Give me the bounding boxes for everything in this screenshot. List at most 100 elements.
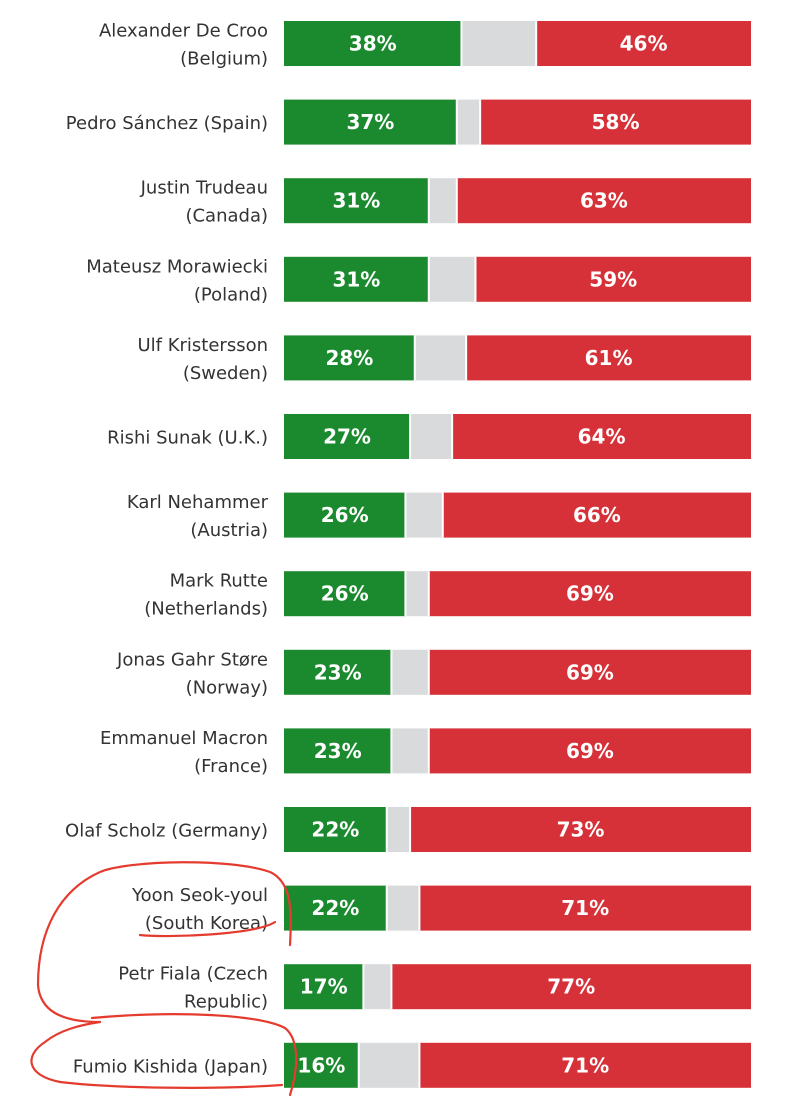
annotation-circle-japan (30, 1013, 298, 1097)
value-label-approve: 31% (332, 267, 380, 291)
bar-separator (455, 99, 458, 145)
value-label-approve: 16% (297, 1053, 345, 1077)
value-label-disapprove: 64% (578, 425, 626, 449)
leader-name: Fumio Kishida (Japan) (73, 1056, 268, 1077)
leader-country: (Canada) (185, 206, 268, 227)
bar-separator (451, 414, 454, 459)
bar-row: 17% 77% Petr Fiala (Czech Republic) (118, 964, 751, 1013)
bar-disapprove (442, 492, 751, 538)
bar-separator (404, 571, 407, 617)
leader-country: Republic) (184, 992, 268, 1013)
bar-approve (284, 414, 411, 459)
bar-row: 27% 64% Rishi Sunak (U.K.) (107, 414, 751, 459)
bar-approve (284, 728, 392, 774)
bar-approve (284, 256, 429, 302)
bar-separator (390, 728, 393, 774)
value-label-disapprove: 63% (580, 189, 628, 213)
value-label-disapprove: 77% (547, 975, 595, 999)
leader-name: Justin Trudeau (140, 178, 268, 199)
bar-separator (362, 964, 365, 1010)
value-label-disapprove: 71% (561, 1053, 609, 1077)
bar-row: 16% 71% Fumio Kishida (Japan) (73, 1042, 751, 1088)
value-label-disapprove: 69% (566, 660, 614, 684)
leader-country: (Belgium) (180, 49, 268, 70)
leader-country: (Sweden) (183, 363, 268, 384)
bar-separator (474, 256, 477, 302)
bar-disapprove (428, 649, 751, 695)
bar-approve (284, 21, 462, 66)
leader-country: (Norway) (186, 677, 268, 698)
bar-row: 26% 66% Karl Nehammer (Austria) (127, 492, 751, 541)
value-label-disapprove: 69% (566, 582, 614, 606)
value-label-approve: 22% (311, 896, 359, 920)
bar-separator (418, 885, 421, 931)
bar-separator (441, 492, 444, 538)
bar-separator (409, 807, 412, 852)
bar-separator (455, 178, 458, 224)
bar-approve (284, 885, 387, 931)
bar-disapprove (410, 807, 751, 852)
bar-row: 38% 46% Alexander De Croo (Belgium) (99, 21, 751, 70)
bar-separator (465, 335, 468, 381)
value-label-disapprove: 59% (589, 267, 637, 291)
leader-country: (Poland) (194, 284, 268, 305)
bar-unsure (410, 414, 453, 459)
leader-name: Jonas Gahr Støre (116, 649, 268, 670)
bar-separator (413, 335, 416, 381)
bar-unsure (405, 492, 443, 538)
annotation-circle-south-korea (36, 861, 292, 1024)
bar-separator (390, 964, 393, 1010)
bar-approve (284, 571, 406, 617)
bar-approve (284, 649, 392, 695)
value-label-approve: 37% (346, 110, 394, 134)
bar-unsure (386, 807, 411, 852)
bar-separator (390, 649, 393, 695)
bar-separator (357, 1042, 360, 1088)
bar-separator (427, 571, 430, 617)
bar-separator (404, 492, 407, 538)
leader-name: Emmanuel Macron (100, 728, 268, 749)
bar-row: 26% 69% Mark Rutte (Netherlands) (144, 571, 751, 620)
value-label-approve: 23% (314, 739, 362, 763)
bar-disapprove (391, 964, 751, 1010)
bar-row: 23% 69% Emmanuel Macron (France) (100, 728, 751, 777)
bar-disapprove (419, 1042, 751, 1088)
bar-row: 28% 61% Ulf Kristersson (Sweden) (137, 335, 751, 384)
leader-country: (Netherlands) (144, 599, 268, 620)
leader-name: Petr Fiala (Czech (118, 964, 268, 985)
bar-unsure (386, 885, 420, 931)
bar-separator (385, 885, 388, 931)
bar-row: 22% 71% Yoon Seok-youl (South Korea) (131, 885, 751, 934)
bar-approve (284, 492, 406, 538)
value-label-approve: 38% (349, 32, 397, 56)
bar-separator (427, 649, 430, 695)
bar-unsure (414, 335, 467, 381)
value-label-approve: 27% (323, 425, 371, 449)
leader-name: Pedro Sánchez (Spain) (66, 113, 268, 134)
bar-disapprove (419, 885, 751, 931)
bar-unsure (358, 1042, 420, 1088)
value-label-disapprove: 61% (585, 346, 633, 370)
bar-separator (385, 807, 388, 852)
value-label-approve: 31% (332, 189, 380, 213)
bar-separator (409, 414, 412, 459)
value-label-disapprove: 66% (573, 503, 621, 527)
bar-separator (479, 99, 482, 145)
bar-separator (418, 1042, 421, 1088)
bar-disapprove (428, 728, 751, 774)
bar-unsure (405, 571, 429, 617)
bar-row: 22% 73% Olaf Scholz (Germany) (65, 807, 751, 852)
bar-approve (284, 807, 387, 852)
leader-name: Rishi Sunak (U.K.) (107, 428, 268, 449)
leader-name: Olaf Scholz (Germany) (65, 821, 268, 842)
bar-unsure (363, 964, 392, 1010)
value-label-disapprove: 73% (557, 818, 605, 842)
value-label-approve: 23% (314, 660, 362, 684)
bar-unsure (428, 178, 457, 224)
value-label-disapprove: 58% (592, 110, 640, 134)
bar-disapprove (536, 21, 751, 66)
value-label-disapprove: 46% (620, 32, 668, 56)
leader-name: Mateusz Morawiecki (86, 256, 268, 277)
value-label-disapprove: 71% (561, 896, 609, 920)
